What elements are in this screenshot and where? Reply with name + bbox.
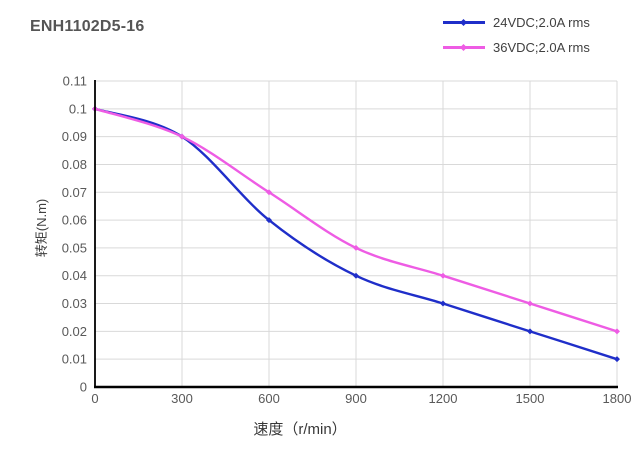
data-point-marker (353, 272, 359, 279)
x-axis-title: 速度（r/min） (253, 421, 347, 438)
data-point-marker (353, 244, 359, 251)
x-tick-label: 1200 (429, 391, 458, 406)
x-tick-label: 0 (91, 391, 98, 406)
y-tick-label: 0.09 (62, 129, 87, 144)
y-tick-label: 0.03 (62, 296, 87, 311)
chart-title: ENH1102D5-16 (30, 18, 145, 35)
y-tick-label: 0.02 (62, 324, 87, 339)
legend-item-24vdc: 24VDC;2.0A rms (443, 10, 590, 35)
y-tick-label: 0.1 (69, 101, 87, 116)
data-point-marker (266, 217, 272, 224)
y-tick-label: 0 (80, 380, 87, 395)
x-tick-label: 900 (345, 391, 367, 406)
data-point-marker (614, 328, 620, 335)
legend-item-36vdc: 36VDC;2.0A rms (443, 35, 590, 60)
x-tick-label: 300 (171, 391, 193, 406)
y-tick-label: 0.07 (62, 185, 87, 200)
legend-label: 24VDC;2.0A rms (493, 15, 590, 30)
y-tick-label: 0.08 (62, 157, 87, 172)
x-tick-label: 1800 (603, 391, 632, 406)
data-point-marker (527, 300, 533, 307)
y-tick-label: 0.11 (63, 74, 87, 89)
data-point-marker (440, 272, 446, 279)
legend-label: 36VDC;2.0A rms (493, 40, 590, 55)
legend-line-marker-swatch (443, 18, 487, 27)
y-tick-label: 0.01 (62, 352, 87, 367)
data-point-marker (266, 189, 272, 196)
y-tick-label: 0.04 (62, 268, 87, 283)
data-point-marker (527, 328, 533, 335)
x-tick-label: 600 (258, 391, 280, 406)
y-tick-label: 0.06 (62, 213, 87, 228)
y-axis-title: 转矩(N.m) (34, 198, 49, 258)
data-point-marker (440, 300, 446, 307)
data-point-marker (614, 356, 620, 363)
y-tick-label: 0.05 (62, 240, 87, 255)
x-tick-label: 1500 (516, 391, 545, 406)
data-point-marker (179, 133, 185, 140)
legend: 24VDC;2.0A rms 36VDC;2.0A rms (443, 10, 590, 60)
legend-line-marker-swatch (443, 43, 487, 52)
